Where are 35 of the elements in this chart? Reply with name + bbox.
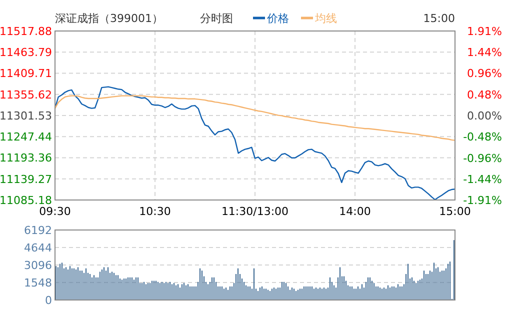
y-tick-label: 11139.27	[0, 172, 52, 186]
y-tick-label: 1548	[24, 276, 52, 290]
y-tick-label: 6192	[24, 224, 52, 237]
x-tick-label: 09:30	[39, 205, 71, 218]
x-tick-label: 11:30/13:00	[221, 205, 289, 218]
y-tick-label: 11355.62	[0, 88, 52, 102]
y2-tick-label: 0.00%	[467, 110, 502, 122]
y-tick-label: 11517.88	[0, 25, 52, 38]
y-tick-label: 3096	[24, 259, 52, 272]
y-tick-label: 11193.36	[0, 152, 52, 165]
y-tick-label: 11301.53	[0, 110, 52, 122]
y-tick-label: 11085.18	[0, 194, 52, 207]
y2-tick-label: 0.96%	[467, 67, 502, 80]
chart-title: 深证成指（399001）	[55, 12, 163, 25]
y-tick-label: 11463.79	[0, 46, 52, 60]
y2-tick-label: 1.91%	[467, 25, 502, 38]
text: 15:00	[423, 12, 455, 25]
x-tick-label: 14:00	[339, 205, 371, 218]
line-series	[54, 86, 456, 200]
chart-subtitle: 分时图	[200, 12, 233, 25]
y-tick-label: 4644	[24, 242, 52, 254]
y-tick-label: 0	[45, 294, 52, 307]
x-tick-label: 15:00	[439, 205, 471, 218]
line-series	[54, 95, 456, 141]
y2-tick-label: 1.44%	[467, 46, 502, 59]
y2-tick-label: -1.44%	[463, 173, 502, 186]
x-tick-label: 10:30	[139, 205, 171, 218]
y-tick-label: 11409.71	[0, 67, 52, 80]
y2-tick-label: -1.91%	[463, 194, 502, 207]
y2-tick-label: -0.48%	[463, 130, 502, 144]
y-tick-label: 11247.44	[0, 130, 52, 144]
legend-label: 均线	[314, 12, 337, 25]
y2-tick-label: -0.96%	[463, 152, 502, 165]
legend-label: 价格	[266, 12, 289, 25]
y2-tick-label: 0.48%	[467, 88, 502, 102]
